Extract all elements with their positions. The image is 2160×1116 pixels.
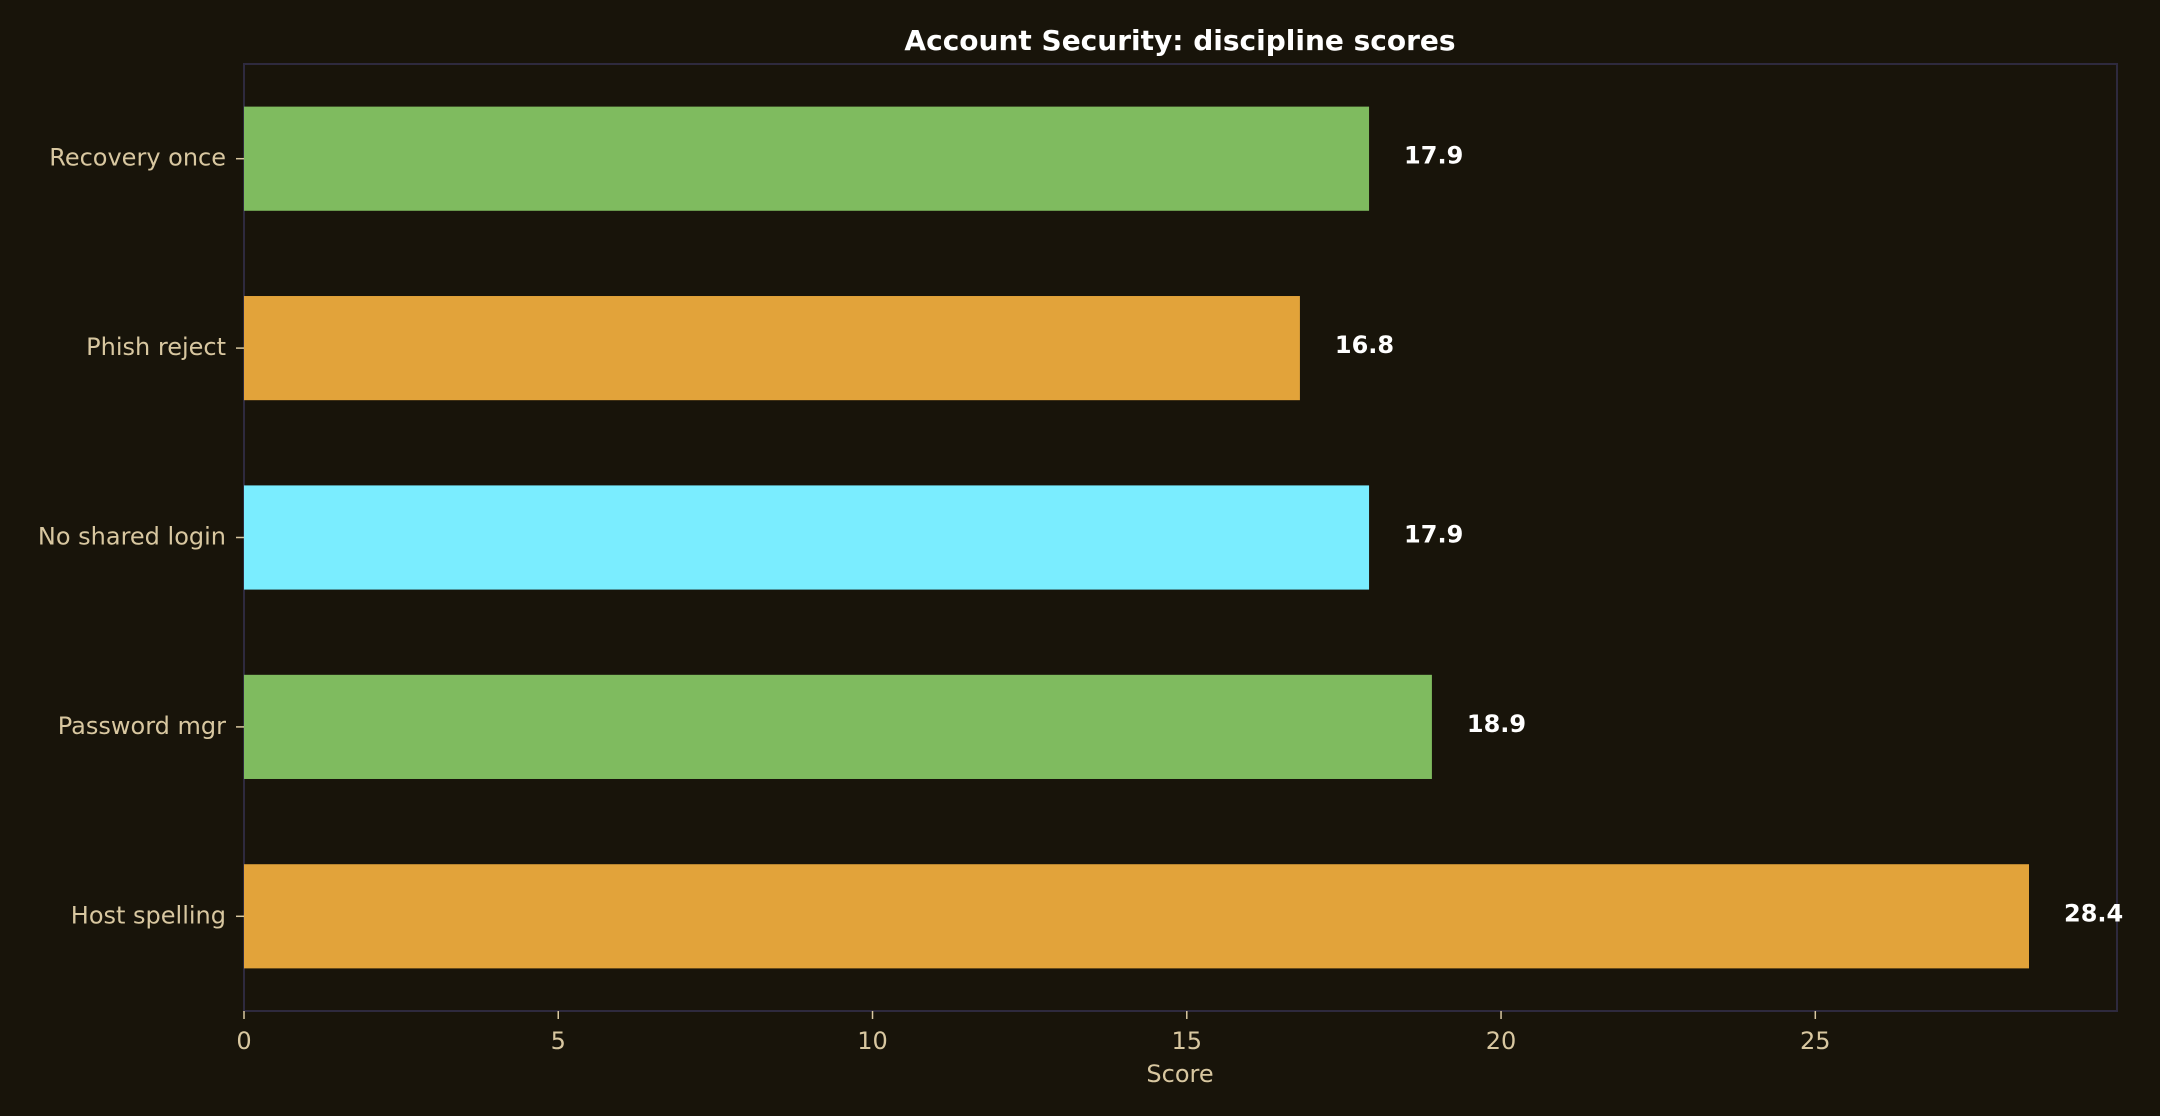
x-tick-label: 15 xyxy=(1172,1027,1203,1055)
category-label: Password mgr xyxy=(58,712,226,740)
category-label: Recovery once xyxy=(49,144,226,172)
y-axis: Recovery once Phish reject No shared login… xyxy=(38,144,244,929)
bar-no-shared-login xyxy=(244,485,1370,590)
value-label: 16.8 xyxy=(1335,331,1394,359)
x-tick-label: 20 xyxy=(1486,1027,1517,1055)
value-label: 17.9 xyxy=(1404,142,1463,170)
x-tick-label: 0 xyxy=(236,1027,251,1055)
value-label: 18.9 xyxy=(1467,710,1526,738)
x-axis: 0 5 10 15 20 25 xyxy=(236,1011,1831,1055)
category-label: Host spelling xyxy=(71,901,226,929)
bar-host-spelling xyxy=(244,864,2030,969)
chart-title: Account Security: discipline scores xyxy=(904,24,1455,57)
category-label: Phish reject xyxy=(86,333,226,361)
bar-phish-reject xyxy=(244,296,1300,401)
bar-password-mgr xyxy=(244,674,1432,779)
value-label: 28.4 xyxy=(2064,899,2123,927)
x-tick-label: 25 xyxy=(1800,1027,1831,1055)
value-label: 17.9 xyxy=(1404,521,1463,549)
x-tick-label: 10 xyxy=(857,1027,888,1055)
bars-group: 17.9 16.8 17.9 18.9 28.4 xyxy=(244,106,2123,969)
x-axis-label: Score xyxy=(1146,1060,1213,1088)
x-tick-label: 5 xyxy=(551,1027,566,1055)
bar-recovery-once xyxy=(244,106,1370,211)
category-label: No shared login xyxy=(38,523,226,551)
